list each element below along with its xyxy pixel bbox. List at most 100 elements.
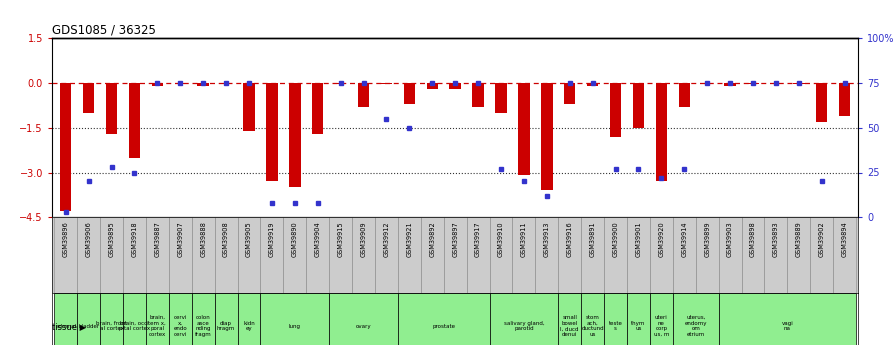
- Bar: [335, 83, 347, 84]
- Bar: [472, 83, 484, 107]
- Text: GSM39888: GSM39888: [200, 221, 206, 257]
- Bar: [444, 217, 467, 293]
- Bar: [535, 217, 558, 293]
- Text: GSM39890: GSM39890: [292, 221, 297, 257]
- Text: GSM39892: GSM39892: [429, 221, 435, 257]
- Bar: [788, 217, 810, 293]
- Text: GSM39897: GSM39897: [452, 221, 458, 257]
- Bar: [306, 217, 329, 293]
- Text: GSM39916: GSM39916: [566, 221, 573, 257]
- Bar: [329, 217, 352, 293]
- Bar: [627, 217, 650, 293]
- Bar: [678, 83, 690, 107]
- Text: GDS1085 / 36325: GDS1085 / 36325: [52, 24, 156, 37]
- Text: adrenal: adrenal: [56, 324, 76, 328]
- Bar: [627, 293, 650, 345]
- Bar: [83, 83, 94, 113]
- Bar: [742, 217, 764, 293]
- Text: prostate: prostate: [432, 324, 455, 328]
- Text: GSM39900: GSM39900: [613, 221, 618, 257]
- Bar: [816, 83, 827, 122]
- Bar: [564, 83, 575, 104]
- Bar: [403, 83, 415, 104]
- Bar: [495, 83, 507, 113]
- Bar: [106, 83, 117, 134]
- Bar: [747, 83, 759, 84]
- Text: GSM39913: GSM39913: [544, 221, 550, 257]
- Text: GSM39919: GSM39919: [269, 221, 275, 257]
- Bar: [243, 83, 254, 131]
- Text: ovary: ovary: [356, 324, 371, 328]
- Bar: [283, 217, 306, 293]
- Text: GSM39903: GSM39903: [727, 221, 733, 257]
- Bar: [123, 217, 146, 293]
- Text: GSM39887: GSM39887: [154, 221, 160, 257]
- Bar: [237, 217, 261, 293]
- Bar: [582, 217, 604, 293]
- Bar: [541, 83, 553, 190]
- Text: uteri
ne
corp
us, m: uteri ne corp us, m: [654, 315, 669, 337]
- Bar: [656, 83, 668, 181]
- Bar: [151, 83, 163, 86]
- Bar: [467, 217, 489, 293]
- Bar: [100, 293, 123, 345]
- Text: bladder: bladder: [78, 324, 99, 328]
- Bar: [329, 293, 398, 345]
- Text: GSM39899: GSM39899: [704, 221, 711, 257]
- Bar: [215, 293, 237, 345]
- Bar: [168, 293, 192, 345]
- Bar: [381, 83, 392, 84]
- Bar: [123, 293, 146, 345]
- Bar: [421, 217, 444, 293]
- Text: GSM39891: GSM39891: [590, 221, 596, 257]
- Bar: [352, 217, 375, 293]
- Text: GSM39901: GSM39901: [635, 221, 642, 257]
- Bar: [398, 217, 421, 293]
- Text: thym
us: thym us: [632, 321, 646, 332]
- Bar: [771, 83, 781, 84]
- Text: GSM39894: GSM39894: [841, 221, 848, 257]
- Text: GSM39902: GSM39902: [819, 221, 824, 257]
- Bar: [146, 293, 168, 345]
- Bar: [604, 293, 627, 345]
- Bar: [220, 83, 232, 84]
- Text: GSM39912: GSM39912: [383, 221, 390, 257]
- Text: GSM39910: GSM39910: [498, 221, 504, 257]
- Text: GSM39907: GSM39907: [177, 221, 184, 257]
- Bar: [833, 217, 856, 293]
- Text: GSM39896: GSM39896: [63, 221, 69, 257]
- Text: tissue ▶: tissue ▶: [52, 322, 86, 331]
- Bar: [513, 217, 535, 293]
- Bar: [215, 217, 237, 293]
- Text: kidn
ey: kidn ey: [243, 321, 254, 332]
- Text: brain, occi
pital cortex: brain, occi pital cortex: [119, 321, 150, 332]
- Bar: [398, 293, 489, 345]
- Text: diap
hragm: diap hragm: [217, 321, 236, 332]
- Bar: [168, 217, 192, 293]
- Bar: [793, 83, 805, 84]
- Bar: [719, 293, 856, 345]
- Bar: [695, 217, 719, 293]
- Text: GSM39895: GSM39895: [108, 221, 115, 257]
- Bar: [426, 83, 438, 89]
- Text: cervi
x,
endo
cervi: cervi x, endo cervi: [174, 315, 187, 337]
- Bar: [702, 83, 713, 84]
- Bar: [764, 217, 788, 293]
- Bar: [839, 83, 850, 116]
- Bar: [175, 83, 186, 84]
- Bar: [77, 217, 100, 293]
- Bar: [582, 293, 604, 345]
- Text: GSM39914: GSM39914: [681, 221, 687, 257]
- Bar: [633, 83, 644, 128]
- Bar: [289, 83, 300, 187]
- Bar: [60, 83, 72, 211]
- Bar: [197, 83, 209, 86]
- Bar: [55, 293, 77, 345]
- Text: GSM39921: GSM39921: [407, 221, 412, 257]
- Text: brain,
tem x,
poral
cortex: brain, tem x, poral cortex: [149, 315, 167, 337]
- Text: GSM39904: GSM39904: [314, 221, 321, 257]
- Bar: [237, 293, 261, 345]
- Text: GSM39908: GSM39908: [223, 221, 229, 257]
- Bar: [719, 217, 742, 293]
- Bar: [810, 217, 833, 293]
